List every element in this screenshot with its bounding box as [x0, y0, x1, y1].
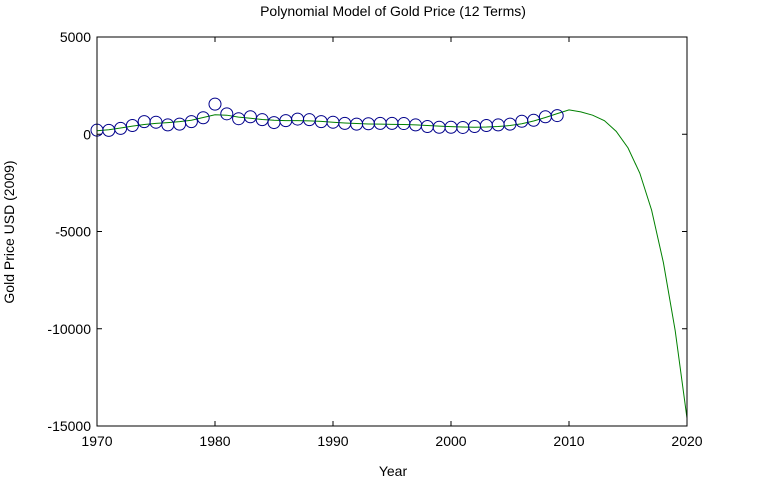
data-point [208, 97, 222, 111]
data-point [125, 119, 139, 132]
x-tick-label: 1990 [317, 433, 348, 449]
y-tick-label: -5000 [55, 224, 91, 240]
x-tick-label: 2010 [553, 433, 584, 449]
y-tick-label: -10000 [47, 321, 91, 337]
model-line [97, 109, 687, 419]
y-tick-label: 5000 [60, 29, 91, 45]
data-point [550, 109, 564, 123]
plot-frame [96, 36, 688, 427]
data-point [220, 107, 234, 121]
x-tick-label: 2020 [671, 433, 702, 449]
x-tick-label: 1980 [199, 433, 230, 449]
chart-title: Polynomial Model of Gold Price (12 Terms… [260, 3, 526, 19]
plot-area: 1970 1980 1990 2000 2010 2020 5000 0 -5000 -10000… [47, 29, 702, 449]
y-tick-label: 0 [83, 126, 91, 142]
data-point [184, 115, 198, 129]
x-tick-label: 1970 [81, 433, 112, 449]
x-tick-label: 2000 [435, 433, 466, 449]
data-point [196, 111, 210, 125]
y-tick-label: -15000 [47, 418, 91, 434]
data-point [527, 113, 541, 127]
y-axis-label: Gold Price USD (2009) [1, 160, 17, 303]
x-axis-label: Year [379, 463, 408, 477]
